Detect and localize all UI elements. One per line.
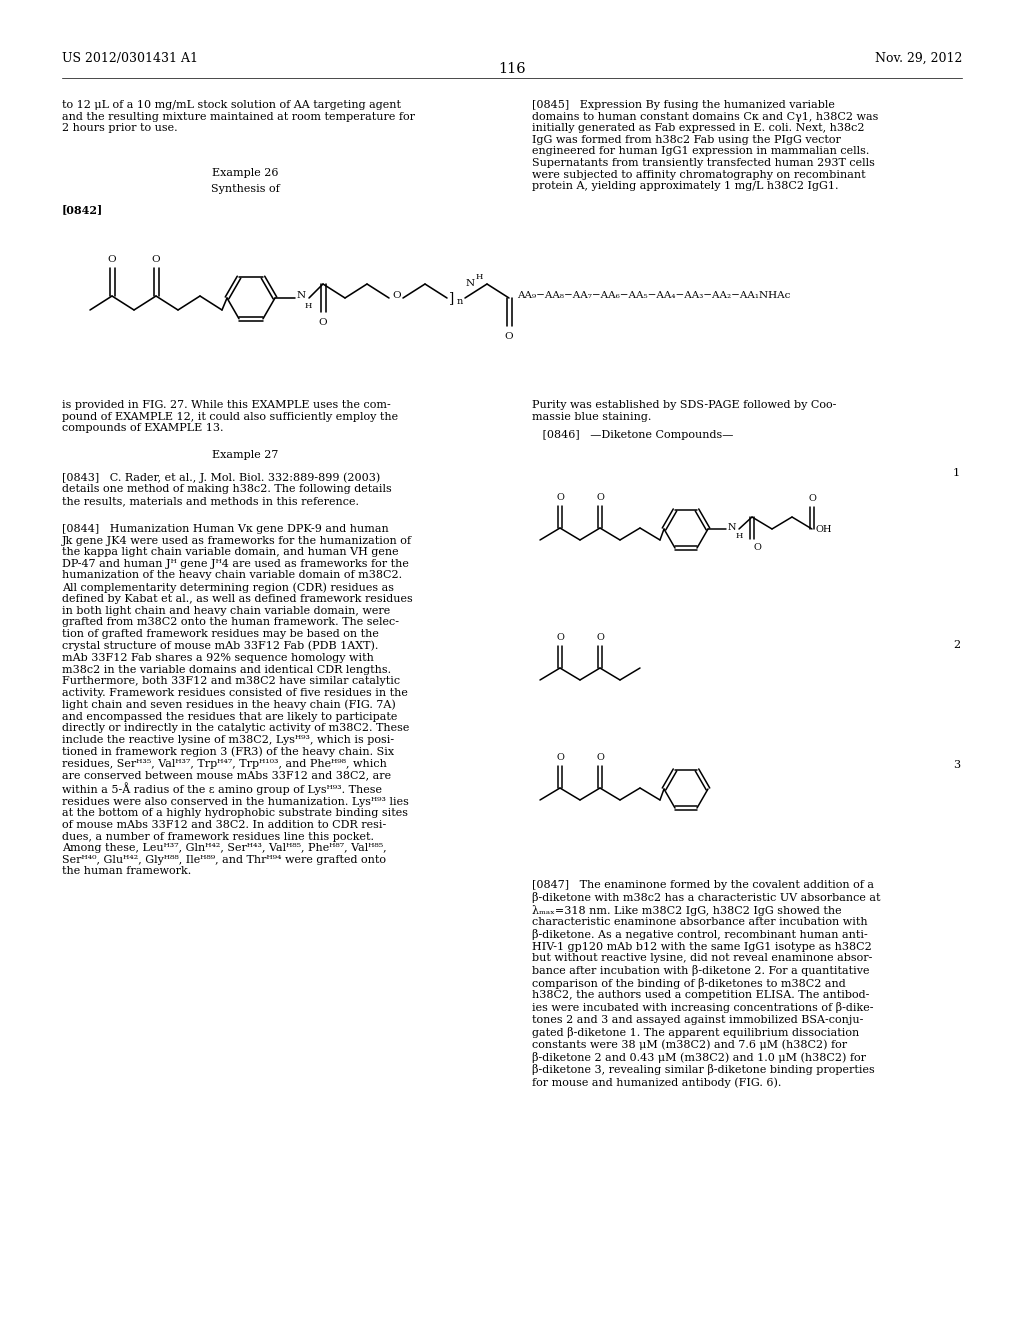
Text: O: O bbox=[556, 492, 564, 502]
Text: 1: 1 bbox=[953, 469, 961, 478]
Text: O: O bbox=[556, 634, 564, 642]
Text: [0846]   —Diketone Compounds—: [0846] —Diketone Compounds— bbox=[532, 430, 733, 440]
Text: 3: 3 bbox=[953, 760, 961, 770]
Text: Nov. 29, 2012: Nov. 29, 2012 bbox=[874, 51, 962, 65]
Text: O: O bbox=[808, 494, 816, 503]
Text: Example 26: Example 26 bbox=[212, 168, 279, 178]
Text: H: H bbox=[736, 532, 743, 540]
Text: 2: 2 bbox=[953, 640, 961, 649]
Text: is provided in FIG. 27. While this EXAMPLE uses the com-
pound of EXAMPLE 12, it: is provided in FIG. 27. While this EXAMP… bbox=[62, 400, 398, 433]
Text: N: N bbox=[297, 292, 306, 301]
Text: O: O bbox=[505, 333, 513, 341]
Text: n: n bbox=[457, 297, 463, 306]
Text: [0843]   C. Rader, et al., J. Mol. Biol. 332:889-899 (2003)
details one method o: [0843] C. Rader, et al., J. Mol. Biol. 3… bbox=[62, 473, 392, 506]
Text: 116: 116 bbox=[499, 62, 525, 77]
Text: O: O bbox=[596, 492, 604, 502]
Text: ]: ] bbox=[449, 290, 455, 305]
Text: [0845]   Expression By fusing the humanized variable
domains to human constant d: [0845] Expression By fusing the humanize… bbox=[532, 100, 879, 191]
Text: US 2012/0301431 A1: US 2012/0301431 A1 bbox=[62, 51, 198, 65]
Text: O: O bbox=[392, 292, 400, 301]
Text: Synthesis of: Synthesis of bbox=[211, 183, 280, 194]
Text: Example 27: Example 27 bbox=[212, 450, 279, 459]
Text: Purity was established by SDS-PAGE followed by Coo-
massie blue staining.: Purity was established by SDS-PAGE follo… bbox=[532, 400, 837, 421]
Text: [0842]: [0842] bbox=[62, 205, 103, 215]
Text: N: N bbox=[466, 280, 475, 289]
Text: O: O bbox=[108, 255, 117, 264]
Text: to 12 μL of a 10 mg/mL stock solution of AA targeting agent
and the resulting mi: to 12 μL of a 10 mg/mL stock solution of… bbox=[62, 100, 415, 133]
Text: H: H bbox=[475, 273, 483, 281]
Text: O: O bbox=[556, 752, 564, 762]
Text: AA₉−AA₈−AA₇−AA₆−AA₅−AA₄−AA₃−AA₂−AA₁NHAc: AA₉−AA₈−AA₇−AA₆−AA₅−AA₄−AA₃−AA₂−AA₁NHAc bbox=[517, 292, 791, 301]
Text: O: O bbox=[596, 634, 604, 642]
Text: [0847]   The enaminone formed by the covalent addition of a
β-diketone with m38c: [0847] The enaminone formed by the coval… bbox=[532, 880, 881, 1088]
Text: O: O bbox=[754, 543, 762, 552]
Text: [0844]   Humanization Human Vκ gene DPK-9 and human
Jk gene JK4 were used as fra: [0844] Humanization Human Vκ gene DPK-9 … bbox=[62, 524, 413, 876]
Text: OH: OH bbox=[816, 524, 833, 533]
Text: O: O bbox=[318, 318, 328, 327]
Text: O: O bbox=[152, 255, 161, 264]
Text: H: H bbox=[305, 302, 312, 310]
Text: O: O bbox=[596, 752, 604, 762]
Text: N: N bbox=[728, 523, 736, 532]
